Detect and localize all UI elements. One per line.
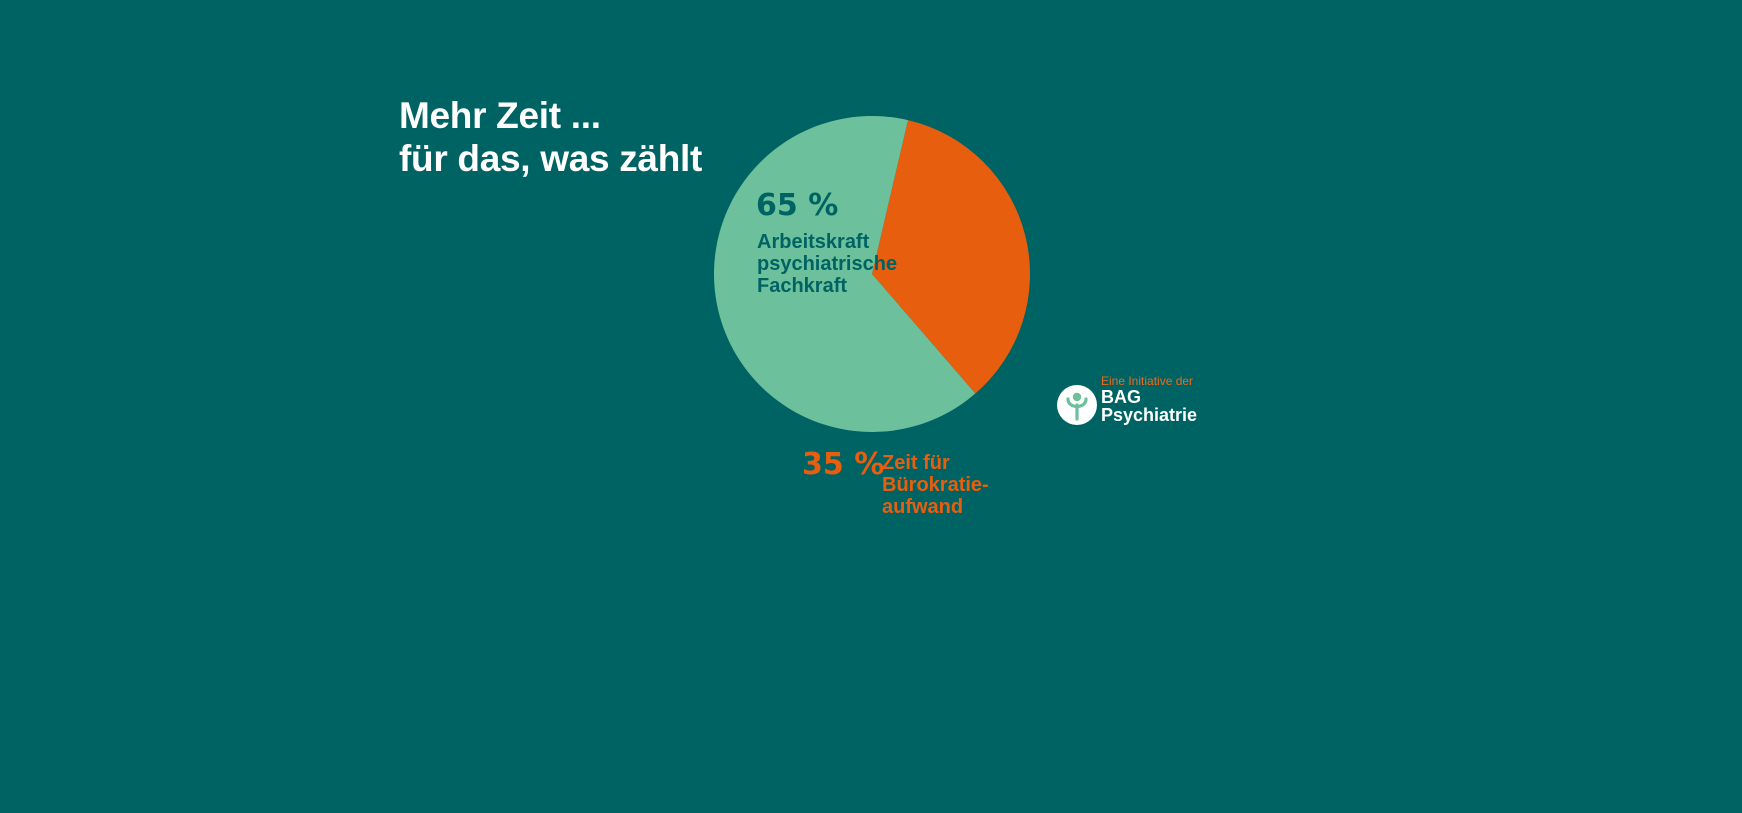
logo-name-line-1: BAG	[1101, 387, 1141, 407]
pie-slice-buerokratie	[872, 120, 1030, 394]
slice-label-line: Zeit für	[882, 452, 950, 474]
title-line-2: für das, was zählt	[399, 138, 703, 179]
pie-slice-fachkraft	[714, 116, 976, 432]
slice-label-line: psychiatrische	[757, 253, 898, 275]
slice-label-fachkraft: Arbeitskraft psychiatrische Fachkraft	[757, 231, 897, 297]
bag-psychiatrie-logo: Eine Initiative der BAG Psychiatrie	[1057, 374, 1217, 425]
logo-name-line-2: Psychiatrie	[1101, 405, 1198, 425]
slice-label-buerokratie: Zeit für Bürokratie- aufwand	[882, 452, 989, 518]
chart-title: Mehr Zeit ... für das, was zählt	[399, 94, 702, 180]
slice-value-label-fachkraft: 65 %	[756, 188, 839, 223]
slice-value-label-buerokratie: 35 %	[802, 447, 885, 482]
logo-initiative-text: Eine Initiative der	[1101, 374, 1194, 388]
slice-label-line: Fachkraft	[757, 275, 848, 297]
title-line-1: Mehr Zeit ...	[399, 95, 601, 136]
logo-name: BAG Psychiatrie	[1101, 388, 1197, 424]
slice-label-line: Arbeitskraft	[757, 231, 870, 253]
slice-label-line: Bürokratie-	[882, 474, 989, 496]
psi-tree-icon	[1057, 385, 1097, 425]
slice-label-line: aufwand	[882, 496, 964, 518]
